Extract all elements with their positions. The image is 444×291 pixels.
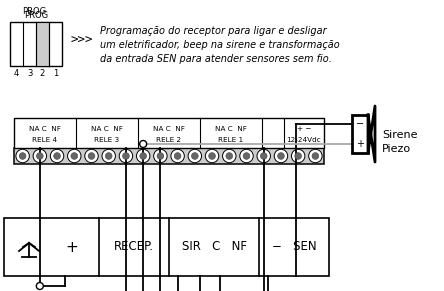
Text: 12-24Vdc: 12-24Vdc xyxy=(287,137,321,143)
Circle shape xyxy=(105,153,112,159)
Text: SIR   C   NF: SIR C NF xyxy=(182,240,246,253)
Text: RECEP.: RECEP. xyxy=(114,240,154,253)
Circle shape xyxy=(119,149,133,163)
Circle shape xyxy=(240,149,253,163)
Circle shape xyxy=(188,149,202,163)
Circle shape xyxy=(33,149,47,163)
Circle shape xyxy=(88,153,95,159)
Circle shape xyxy=(154,149,167,163)
Circle shape xyxy=(36,153,43,159)
Circle shape xyxy=(157,153,164,159)
Circle shape xyxy=(85,149,98,163)
Text: Programação do receptor para ligar e desligar: Programação do receptor para ligar e des… xyxy=(100,26,327,36)
Circle shape xyxy=(16,149,29,163)
Circle shape xyxy=(295,153,301,159)
Text: PROG: PROG xyxy=(22,7,46,16)
Circle shape xyxy=(226,153,233,159)
Text: 1: 1 xyxy=(53,68,58,77)
Bar xyxy=(14,148,324,164)
Circle shape xyxy=(191,153,198,159)
Text: RELE 4: RELE 4 xyxy=(32,137,58,143)
Circle shape xyxy=(54,153,60,159)
Text: −   SEN: − SEN xyxy=(272,240,316,253)
Circle shape xyxy=(222,149,236,163)
Circle shape xyxy=(209,153,215,159)
Circle shape xyxy=(140,141,147,148)
Circle shape xyxy=(36,283,44,290)
Circle shape xyxy=(291,149,305,163)
Circle shape xyxy=(278,153,284,159)
Circle shape xyxy=(67,149,81,163)
Circle shape xyxy=(243,153,250,159)
Circle shape xyxy=(174,153,181,159)
Circle shape xyxy=(312,153,319,159)
Circle shape xyxy=(71,153,78,159)
Text: NA C  NF: NA C NF xyxy=(215,126,247,132)
Text: RELE 1: RELE 1 xyxy=(218,137,244,143)
Circle shape xyxy=(309,149,322,163)
Text: −: − xyxy=(356,119,364,129)
Circle shape xyxy=(171,149,184,163)
Bar xyxy=(36,22,49,66)
Text: +: + xyxy=(66,239,79,255)
Circle shape xyxy=(50,149,64,163)
Text: um eletrificador, beep na sirene e transformação: um eletrificador, beep na sirene e trans… xyxy=(100,40,340,50)
Circle shape xyxy=(102,149,115,163)
Circle shape xyxy=(136,149,150,163)
Text: PROG: PROG xyxy=(24,12,48,20)
Text: + −: + − xyxy=(297,126,311,132)
Text: RELE 2: RELE 2 xyxy=(156,137,182,143)
Text: >>>: >>> xyxy=(70,33,92,47)
Text: NA C  NF: NA C NF xyxy=(153,126,185,132)
Text: NA C  NF: NA C NF xyxy=(29,126,61,132)
Polygon shape xyxy=(368,106,375,162)
Text: 2: 2 xyxy=(40,68,45,77)
Bar xyxy=(10,22,62,66)
Circle shape xyxy=(205,149,219,163)
Text: +: + xyxy=(356,139,364,149)
Circle shape xyxy=(123,153,129,159)
Text: RELE 3: RELE 3 xyxy=(95,137,119,143)
Text: Sirene
Piezo: Sirene Piezo xyxy=(382,130,417,154)
Bar xyxy=(352,115,368,153)
Circle shape xyxy=(257,149,270,163)
Text: 3: 3 xyxy=(27,68,32,77)
Text: 4: 4 xyxy=(14,68,19,77)
Bar xyxy=(4,218,329,276)
Circle shape xyxy=(140,153,147,159)
Text: NA C  NF: NA C NF xyxy=(91,126,123,132)
Text: da entrada SEN para atender sensores sem fio.: da entrada SEN para atender sensores sem… xyxy=(100,54,332,64)
Circle shape xyxy=(260,153,267,159)
Bar xyxy=(14,118,324,148)
Circle shape xyxy=(274,149,288,163)
Circle shape xyxy=(19,153,26,159)
